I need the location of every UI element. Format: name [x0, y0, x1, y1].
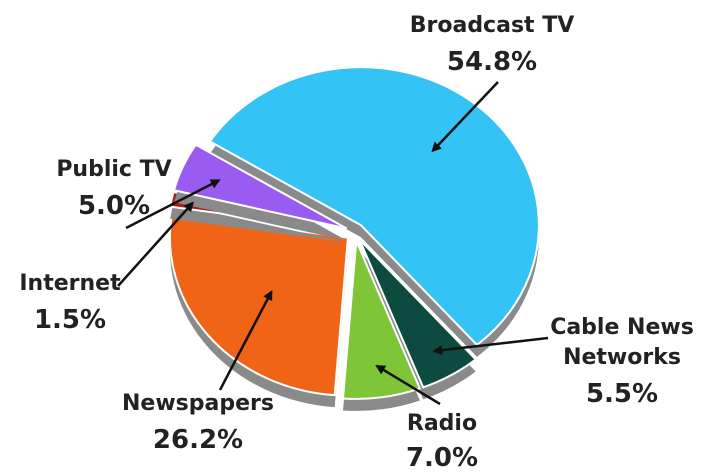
arrow-newspapers [218, 290, 273, 391]
label-cable-news: Cable News Networks 5.5% [550, 315, 694, 409]
slice-label-public-tv: Public TV [56, 157, 171, 182]
arrow-cable-news-networks [432, 336, 549, 356]
label-internet: Internet 1.5% [19, 271, 121, 335]
slice-top-newspapers [169, 212, 350, 397]
arrow-broadcast-tv [431, 81, 499, 153]
label-public-tv: Public TV 5.0% [56, 157, 171, 221]
slice-newspapers [169, 212, 350, 408]
label-radio: Radio 7.0% [406, 411, 478, 473]
slice-value-cable-news: 5.5% [586, 379, 658, 409]
slice-label-broadcast-tv: Broadcast TV [410, 13, 575, 38]
arrow-public-tv [125, 179, 221, 230]
slice-value-public-tv: 5.0% [78, 191, 150, 221]
label-newspapers: Newspapers 26.2% [122, 391, 274, 455]
slice-label-cable-news-line2: Networks [563, 345, 681, 370]
slice-side-internet [170, 204, 347, 243]
arrow-internet [117, 201, 194, 287]
pie-slices [169, 66, 540, 411]
arrow-radio [375, 364, 441, 406]
slice-label-internet: Internet [19, 271, 121, 296]
slice-top-radio [341, 240, 422, 400]
label-arrows [117, 81, 549, 406]
slice-label-newspapers: Newspapers [122, 391, 274, 416]
slice-value-internet: 1.5% [34, 305, 106, 335]
slice-value-radio: 7.0% [406, 443, 478, 473]
slice-top-public-tv [172, 143, 348, 230]
slice-radio [341, 240, 422, 411]
slice-label-radio: Radio [407, 411, 477, 436]
slice-value-newspapers: 26.2% [153, 425, 243, 455]
label-broadcast-tv: Broadcast TV 54.8% [410, 13, 575, 77]
slice-label-cable-news-line1: Cable News [550, 315, 694, 340]
slice-value-broadcast-tv: 54.8% [447, 47, 537, 77]
slice-public-tv [172, 143, 348, 241]
